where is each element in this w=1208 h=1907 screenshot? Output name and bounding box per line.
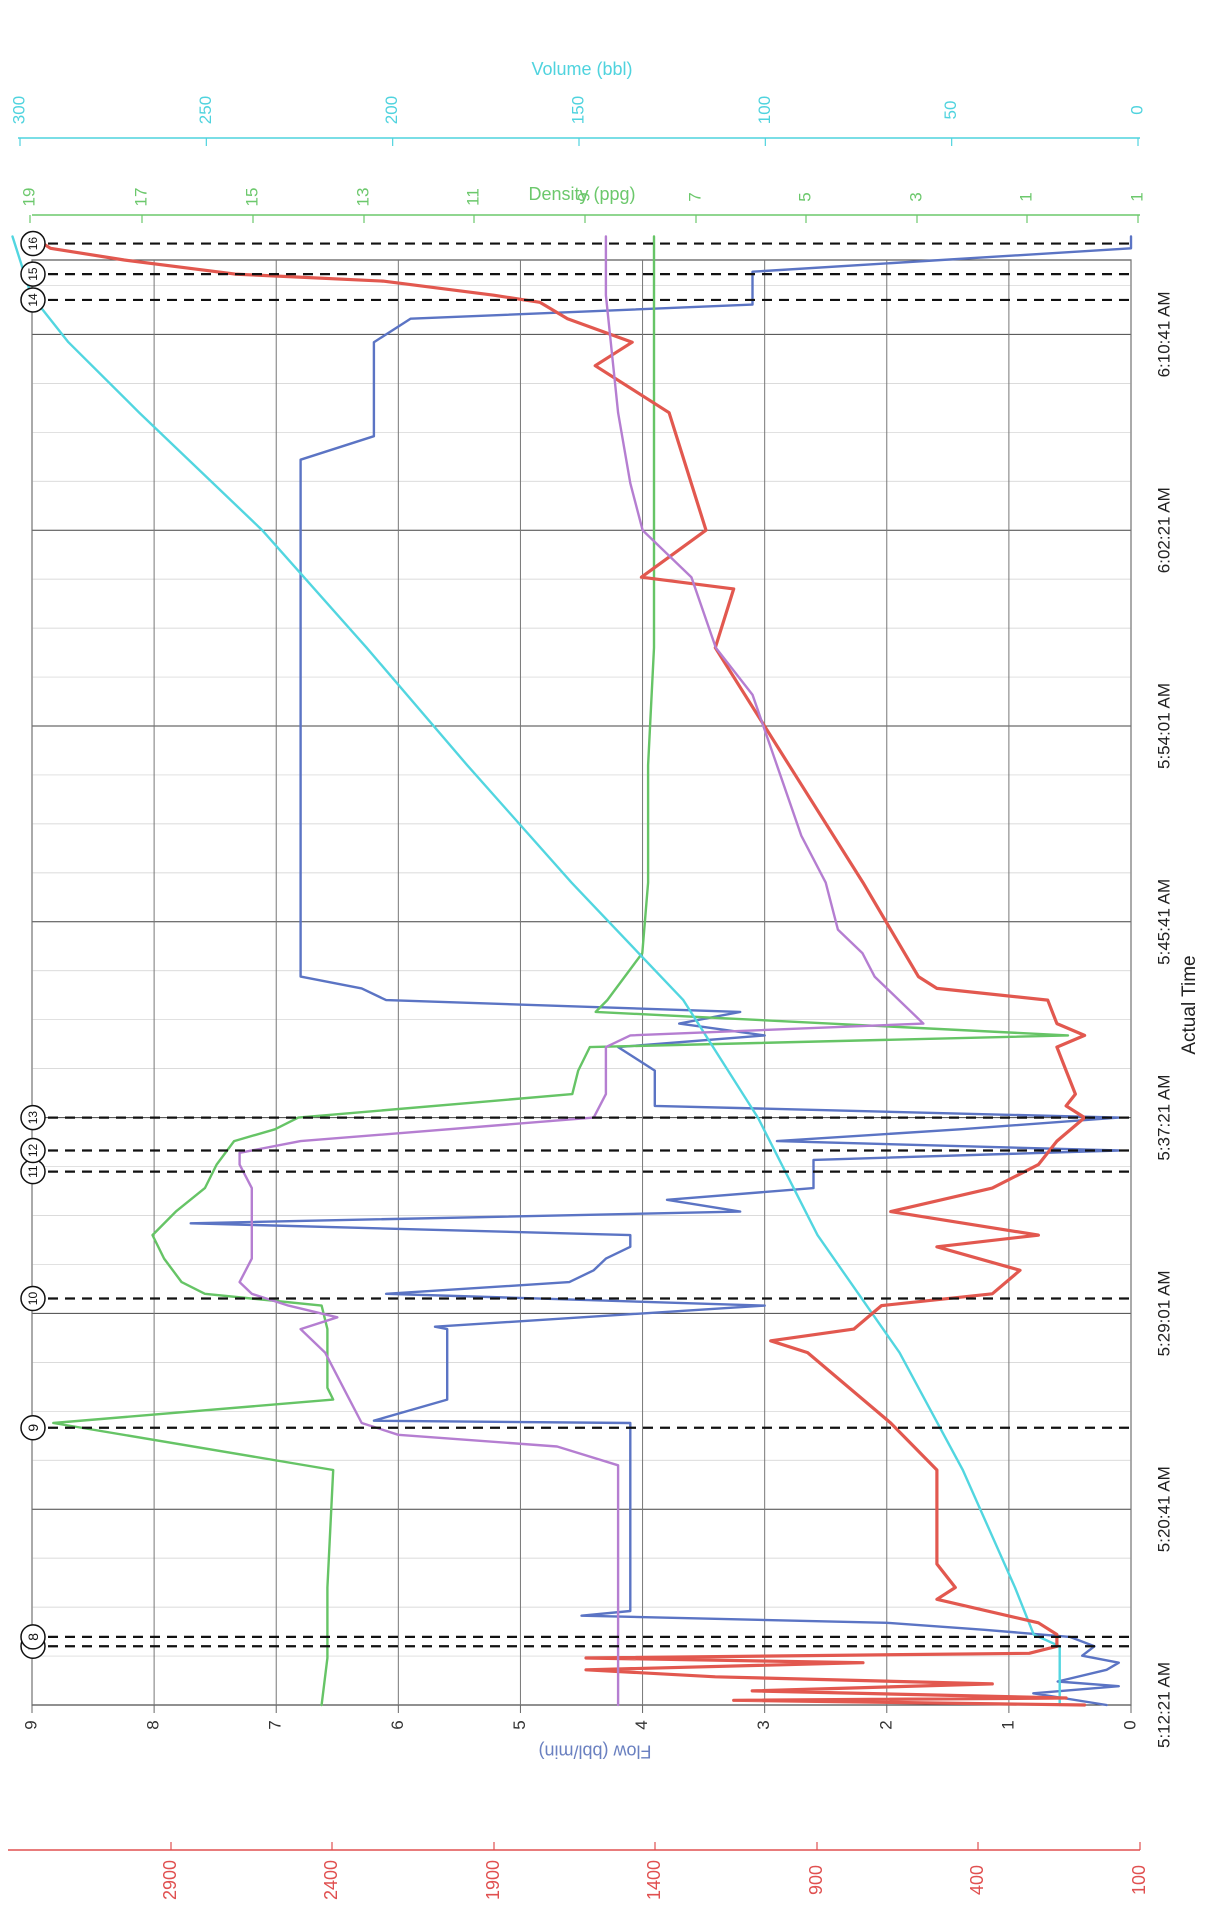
density-tick-label: 13	[353, 188, 372, 207]
event-marker-14	[20, 287, 46, 313]
flow-tick-label: 2	[876, 1720, 895, 1729]
event-label-15: 15	[26, 267, 40, 281]
density-tick-label: 15	[242, 188, 261, 207]
time-axis-title: Actual Time	[1179, 955, 1200, 1054]
volume-tick-label: 300	[9, 96, 28, 124]
flow-tick-label: 5	[510, 1720, 529, 1729]
density-tick-label: 1	[1016, 192, 1035, 201]
series-layer	[11, 234, 1133, 1707]
event-label-8: 8	[25, 1633, 41, 1641]
volume-tick-label: 50	[941, 101, 960, 120]
density-tick-label: 5	[795, 192, 814, 201]
time-tick-label: 5:45:41 AM	[1154, 879, 1173, 965]
volume-tick-label: 100	[755, 96, 774, 124]
event-label-16: 16	[26, 237, 40, 251]
events-layer: 78910111213141516	[20, 230, 1131, 1660]
axes-layer: 5:12:21 AM 5:20:41 AM 5:29:01 AM 5:37:21 AM…	[8, 59, 1200, 1900]
density-axis-title: Density (ppg)	[528, 184, 635, 204]
series-line-pressure	[30, 234, 1087, 1707]
event-marker-16	[20, 230, 46, 257]
density-tick-label: 9	[574, 192, 593, 201]
time-tick-label: 6:02:21 AM	[1154, 487, 1173, 573]
event-marker-15	[20, 261, 46, 287]
grid-layer	[31, 259, 1132, 1706]
event-marker-10	[20, 1285, 46, 1312]
flow-axis-title: Flow (bbl/min)	[538, 1741, 651, 1761]
series-line-flow	[189, 235, 1133, 1707]
pressure-tick-label: 2400	[321, 1860, 341, 1900]
density-tick-label: 19	[19, 188, 38, 207]
event-label-11: 11	[26, 1165, 40, 1178]
pressure-tick-label: 1900	[483, 1860, 503, 1900]
pressure-tick-label: 2900	[160, 1860, 180, 1900]
volume-tick-label: 150	[568, 96, 587, 124]
flow-tick-label: 7	[266, 1720, 285, 1729]
volume-tick-label: 0	[1127, 105, 1146, 114]
pressure-tick-label: 400	[967, 1865, 987, 1895]
event-label-12: 12	[26, 1144, 40, 1158]
time-tick-label: 5:20:41 AM	[1154, 1466, 1173, 1552]
event-label-13: 13	[26, 1111, 40, 1125]
density-tick-label: 7	[685, 192, 704, 201]
event-label-10: 10	[26, 1292, 40, 1306]
event-label-9: 9	[25, 1424, 41, 1432]
time-tick-label: 5:37:21 AM	[1154, 1075, 1173, 1161]
density-tick-label: 3	[906, 192, 925, 201]
volume-axis-title: Volume (bbl)	[531, 59, 632, 79]
density-tick-label: 17	[131, 188, 150, 207]
flow-tick-label: 8	[144, 1720, 163, 1729]
pressure-tick-label: 1400	[644, 1860, 664, 1900]
volume-tick-label: 250	[196, 96, 215, 124]
event-marker-9	[20, 1414, 46, 1441]
flow-tick-label: 0	[1120, 1720, 1139, 1729]
flow-tick-label: 1	[998, 1720, 1017, 1729]
plot-frame	[31, 259, 1132, 1706]
event-marker-13	[20, 1104, 46, 1131]
pressure-tick-label: 900	[806, 1865, 826, 1895]
series-line-volume	[11, 235, 1061, 1707]
flow-tick-label: 4	[632, 1720, 651, 1729]
time-tick-label: 5:54:01 AM	[1154, 683, 1173, 769]
density-tick-label: 11	[463, 188, 482, 206]
series-line-density	[52, 235, 1070, 1707]
flow-tick-label: 3	[754, 1720, 773, 1729]
pressure-tick-label: 100	[1129, 1865, 1149, 1895]
time-tick-label: 5:12:21 AM	[1154, 1662, 1173, 1748]
event-marker-12	[20, 1137, 46, 1164]
density-tick-label: 1	[1127, 192, 1146, 201]
time-tick-label: 5:29:01 AM	[1154, 1270, 1173, 1356]
event-marker-8	[20, 1624, 46, 1650]
time-tick-label: 6:10:41 AM	[1154, 291, 1173, 377]
volume-tick-label: 200	[382, 96, 401, 124]
series-line-purple	[238, 235, 925, 1707]
event-label-14: 14	[26, 293, 40, 307]
flow-tick-label: 6	[388, 1720, 407, 1729]
flow-tick-label: 9	[21, 1720, 40, 1729]
